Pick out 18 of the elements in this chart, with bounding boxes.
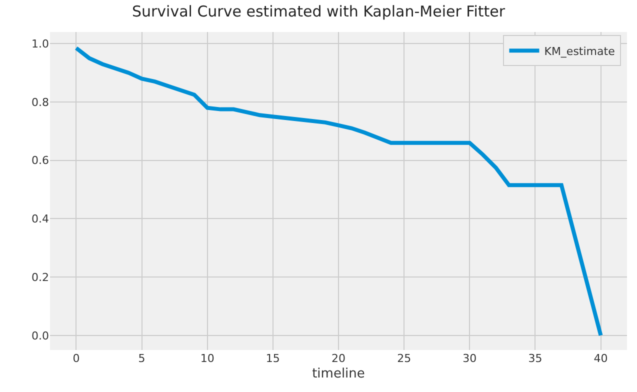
x-tick-label: 25	[397, 352, 412, 365]
y-tick-label: 0.4	[32, 212, 49, 226]
y-tick-label: 0.2	[32, 270, 49, 284]
x-tick-label: 40	[594, 352, 608, 365]
y-tick-label: 0.0	[32, 329, 49, 342]
y-tick-label: 0.8	[32, 96, 49, 109]
legend-label: KM_estimate	[544, 44, 616, 58]
y-tick-label: 0.6	[32, 154, 49, 168]
x-tick-label: 10	[200, 352, 214, 365]
x-tick-label: 0	[72, 352, 80, 365]
chart-title: Survival Curve estimated with Kaplan-Meier Fitter	[132, 2, 506, 20]
x-tick-label: 30	[462, 352, 477, 365]
x-tick-label: 35	[528, 352, 542, 365]
x-tick-label: 20	[332, 352, 346, 365]
x-tick-label: 5	[138, 352, 146, 365]
x-tick-label: 15	[266, 352, 280, 365]
x-axis-title: timeline	[312, 366, 365, 382]
y-tick-label: 1.0	[32, 38, 49, 51]
